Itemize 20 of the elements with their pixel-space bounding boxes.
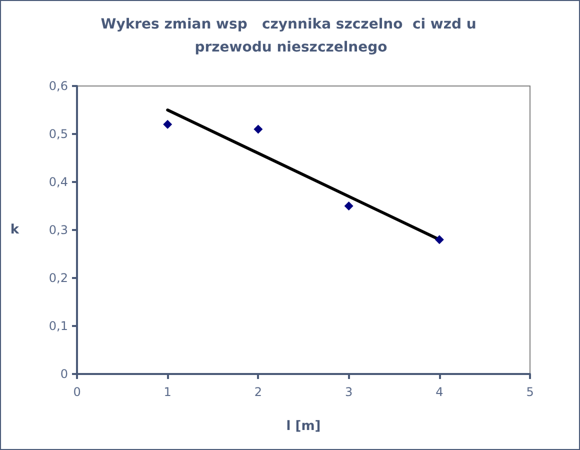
y-axis-title: k <box>10 222 20 238</box>
point <box>344 202 354 210</box>
point <box>163 120 172 129</box>
x-tick-label: 1 <box>164 385 172 399</box>
x-tick-label: 5 <box>526 385 534 399</box>
point <box>434 235 444 244</box>
y-tick-label: 0,3 <box>48 223 68 237</box>
y-tick-label: 0 <box>60 367 68 381</box>
x-tick-label: 0 <box>73 385 81 399</box>
x-tick-label: 4 <box>436 385 444 399</box>
y-tick-label: 0,4 <box>48 175 68 189</box>
chart-title: Wykres zmian wsp czynnika szczelno ci wzd u przewodu nieszczelnego <box>100 16 482 56</box>
y-tick-label: 0,5 <box>48 127 68 141</box>
y-tick-label: 0,6 <box>48 79 68 93</box>
x-tick-label: 2 <box>254 385 262 399</box>
y-tick-label: 0,1 <box>48 319 68 333</box>
y-tick-label: 0,2 <box>48 271 68 285</box>
point <box>254 124 263 134</box>
x-tick-label: 3 <box>344 385 353 399</box>
x-axis-title: l [m] <box>286 419 321 434</box>
